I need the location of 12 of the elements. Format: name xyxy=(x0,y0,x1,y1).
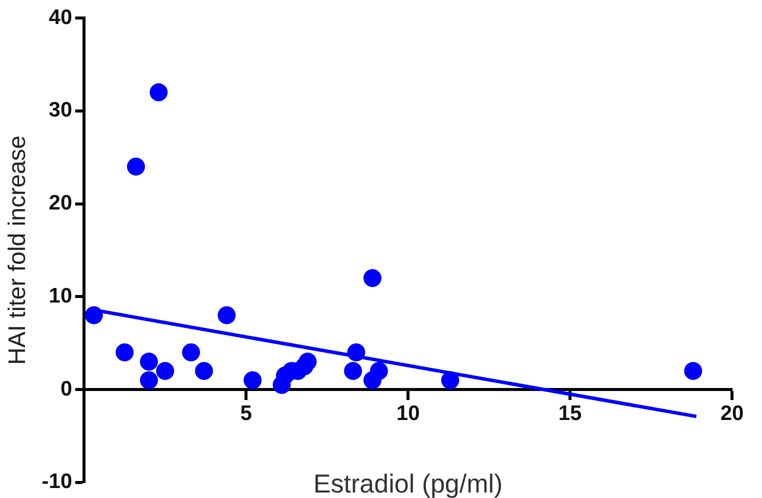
x-tick-label: 20 xyxy=(720,402,744,425)
y-tick-label: 0 xyxy=(60,377,72,400)
y-tick-label: 20 xyxy=(48,192,72,215)
y-axis-title: HAI titer fold increase xyxy=(4,135,32,365)
x-axis-title: Estradiol (pg/ml) xyxy=(313,468,503,498)
x-tick-label: 10 xyxy=(396,402,420,425)
y-tick-label: 10 xyxy=(48,284,72,308)
y-tick-label: 40 xyxy=(48,6,72,29)
x-tick-label: 5 xyxy=(240,402,252,425)
y-tick-label: -10 xyxy=(42,470,72,494)
y-tick-label: 30 xyxy=(48,98,72,122)
x-tick-label: 15 xyxy=(558,402,582,425)
